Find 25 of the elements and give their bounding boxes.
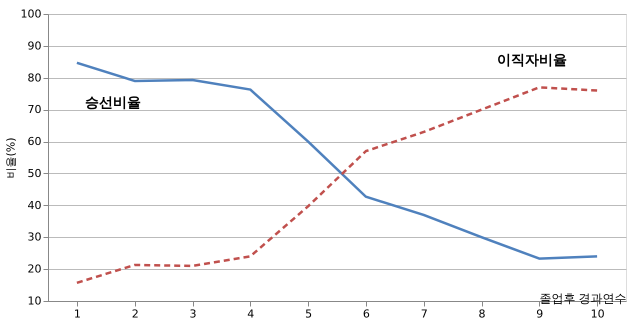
- y-tick-label: 90: [28, 39, 42, 52]
- y-axis-title: 비율(%): [4, 137, 18, 179]
- x-tick-label: 10: [590, 308, 605, 320]
- annotation: 이직자비율: [497, 52, 568, 69]
- x-tick-label: 2: [132, 308, 139, 320]
- y-tick-label: 10: [28, 294, 42, 308]
- x-tick-label: 3: [190, 308, 196, 320]
- x-tick-label: 7: [420, 308, 428, 320]
- y-tick-label: 20: [28, 262, 42, 276]
- x-tick-label: 5: [305, 308, 312, 320]
- y-tick-label: 30: [28, 230, 42, 244]
- y-tick-label: 100: [20, 8, 42, 20]
- x-tick-label: 9: [536, 308, 544, 320]
- annotation: 승선비율: [84, 94, 141, 111]
- x-tick-label: 6: [362, 308, 370, 320]
- y-tick-label: 70: [28, 103, 42, 116]
- x-tick-label: 8: [478, 308, 486, 320]
- line-series: [76, 86, 598, 284]
- y-tick-label: 50: [28, 166, 42, 180]
- y-tick-label: 80: [28, 71, 42, 84]
- y-tick-label: 40: [28, 198, 42, 212]
- x-axis-title: 졸업후 경과연수: [540, 292, 626, 306]
- x-tick-label: 4: [247, 308, 254, 320]
- x-tick-label: 1: [74, 308, 81, 320]
- y-tick-label: 60: [28, 135, 42, 148]
